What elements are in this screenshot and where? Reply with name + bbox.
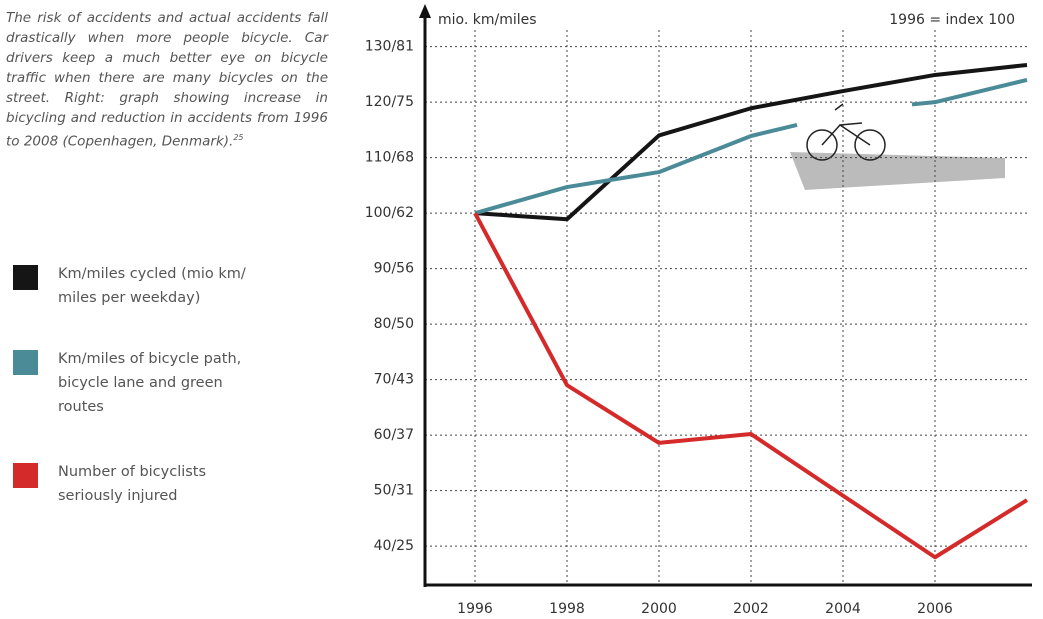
legend-swatch [13,265,38,290]
legend-swatch [13,350,38,375]
caption: The risk of accidents and actual acciden… [6,8,328,152]
illustration-road [790,152,1005,190]
y-tick-label: 60/37 [374,427,414,443]
y-tick-label: 130/81 [365,39,414,55]
y-axis-label: mio. km/miles [438,12,537,28]
y-tick-label: 90/56 [374,261,414,277]
legend-label: Km/miles of bicycle path, bicycle lane a… [58,351,242,415]
legend-swatch [13,463,38,488]
y-tick-label: 100/62 [365,205,414,221]
footnote-ref: 25 [233,133,244,142]
x-tick-label: 1996 [457,601,493,617]
y-tick-label: 40/25 [374,538,414,554]
x-tick-label: 2002 [733,601,769,617]
x-tick-label: 2006 [917,601,953,617]
grid [425,30,1027,585]
legend-label: Number of bicyclists seriously injured [58,464,207,504]
y-tick-label: 80/50 [374,316,414,332]
annotation: 1996 = index 100 [889,12,1015,28]
y-axis-arrow [419,4,431,18]
series-line [474,78,1028,216]
caption-text: The risk of accidents and actual acciden… [6,10,328,150]
x-tick-label: 1998 [549,601,585,617]
series-line [473,212,1029,560]
x-tick-label: 2000 [641,601,677,617]
illustration-bicycle [806,103,886,161]
y-tick-label: 110/68 [365,150,414,166]
y-tick-label: 120/75 [365,94,414,110]
x-tick-label: 2004 [825,601,861,617]
legend-label: Km/miles cycled (mio km/ miles per weekd… [58,266,246,306]
y-tick-label: 50/31 [374,483,414,499]
series-line [474,62,1028,222]
y-tick-label: 70/43 [374,372,414,388]
